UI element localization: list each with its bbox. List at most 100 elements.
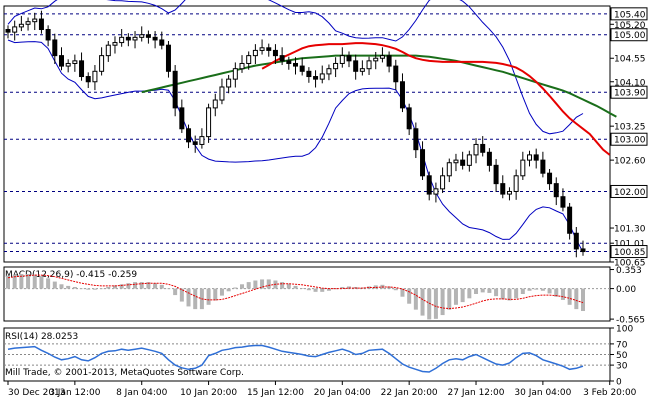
macd-histogram-bar	[166, 288, 171, 290]
macd-histogram-bar	[373, 285, 378, 289]
candle-body	[293, 62, 298, 67]
candle-body	[25, 21, 31, 25]
macd-histogram-bar	[193, 288, 198, 310]
candle-body	[139, 34, 145, 38]
candle-body	[453, 159, 459, 164]
candle-body	[52, 39, 58, 57]
macd-histogram-bar	[106, 286, 111, 289]
price-tick-label: 105.20	[614, 21, 646, 31]
candle-body	[353, 60, 359, 72]
macd-panel: MACD(12,26,9) -0.415 -0.259 0.353 0.00 -0.…	[3, 266, 645, 326]
macd-histogram-bar	[574, 288, 579, 310]
candle-body	[460, 159, 466, 166]
macd-histogram-bar	[433, 288, 438, 319]
candle-body	[473, 143, 479, 156]
macd-histogram-bar	[19, 274, 24, 289]
panel-frame	[3, 5, 611, 263]
macd-histogram-bar	[453, 288, 458, 305]
macd-histogram-bar	[159, 284, 164, 289]
candle-body	[333, 62, 339, 70]
copyright-footer: Mill Trade, © 2001-2013, MetaQuotes Soft…	[5, 368, 244, 378]
macd-histogram-bar	[139, 282, 144, 289]
moving-average-short	[261, 42, 611, 156]
price-tick-label: 102.60	[614, 157, 646, 167]
candle-body	[420, 149, 426, 177]
candle-body	[99, 55, 105, 72]
price-level-box	[610, 28, 648, 42]
macd-histogram-bar	[240, 284, 245, 289]
macd-histogram-bar	[126, 283, 131, 289]
macd-histogram-bar	[86, 288, 91, 290]
candle-body	[112, 42, 118, 46]
candle-body	[279, 55, 285, 62]
macd-histogram-bar	[340, 286, 345, 289]
candle-body	[18, 23, 24, 28]
macd-histogram-bar	[540, 288, 545, 291]
candle-body	[45, 29, 51, 41]
macd-histogram-bar	[547, 288, 552, 294]
candle-body	[346, 55, 352, 62]
panel-frame	[3, 266, 611, 322]
macd-histogram-bar	[474, 288, 479, 294]
macd-histogram-bar	[567, 288, 572, 305]
macd-histogram-bar	[460, 288, 465, 303]
macd-histogram-bar	[326, 288, 331, 291]
price-tick-label: 102.00	[614, 188, 646, 198]
macd-histogram-bar	[554, 288, 559, 297]
macd-histogram-bar	[500, 288, 505, 300]
candle-body	[580, 248, 586, 253]
candle-body	[172, 70, 178, 109]
candle-body	[533, 154, 539, 161]
bollinger-upper-band	[7, 0, 584, 135]
macd-histogram-bar	[66, 285, 71, 289]
macd-histogram-bar	[393, 288, 398, 291]
candle-body	[493, 164, 499, 185]
candle-body	[520, 159, 526, 177]
price-tick-label: 100.85	[614, 248, 646, 258]
candle-body	[373, 57, 379, 62]
candle-body	[446, 162, 452, 177]
candle-body	[567, 206, 573, 234]
candle-body	[319, 73, 325, 80]
macd-histogram-bar	[179, 288, 184, 302]
macd-histogram-bar	[119, 284, 124, 289]
macd-histogram-bar	[387, 286, 392, 289]
candle-body	[553, 183, 559, 198]
macd-title: MACD(12,26,9) -0.415 -0.259	[5, 270, 137, 280]
candle-body	[79, 60, 85, 78]
candle-body	[199, 136, 205, 145]
rsi-tick-label: 50	[616, 351, 628, 361]
macd-tick-label: 0.00	[616, 285, 636, 295]
macd-histogram-bar	[133, 282, 138, 289]
candle-body	[366, 60, 372, 70]
macd-tick-label: -0.565	[616, 316, 645, 326]
candle-body	[246, 55, 252, 64]
macd-histogram-bar	[400, 288, 405, 297]
time-tick-label: 15 Jan 12:00	[247, 388, 304, 398]
time-tick-label: 30 Dec 2013	[8, 388, 66, 398]
candle-body	[212, 99, 218, 109]
price-tick-label: 101.30	[614, 225, 646, 235]
rsi-panel: RSI(14) 28.0253 Mill Trade, © 2001-2013,…	[3, 325, 633, 388]
candle-body	[466, 154, 472, 166]
price-level-box	[610, 132, 648, 146]
candle-body	[192, 141, 198, 145]
macd-histogram-bar	[581, 288, 585, 312]
candle-body	[266, 47, 272, 51]
macd-histogram-bar	[79, 288, 84, 290]
macd-histogram-bar	[447, 288, 452, 310]
macd-histogram-bar	[440, 288, 445, 316]
candle-body	[85, 76, 91, 83]
macd-histogram-bar	[26, 274, 31, 289]
candle-body	[32, 18, 38, 23]
candle-body	[92, 70, 98, 83]
price-level-box	[610, 245, 648, 259]
macd-histogram-bar	[407, 288, 412, 304]
price-level-box	[610, 85, 648, 99]
price-level-box	[610, 184, 648, 198]
macd-histogram-bar	[253, 280, 258, 289]
candle-body	[560, 196, 566, 208]
candle-body	[179, 107, 185, 130]
price-tick-label: 103.00	[614, 136, 646, 146]
candle-body	[186, 128, 192, 143]
